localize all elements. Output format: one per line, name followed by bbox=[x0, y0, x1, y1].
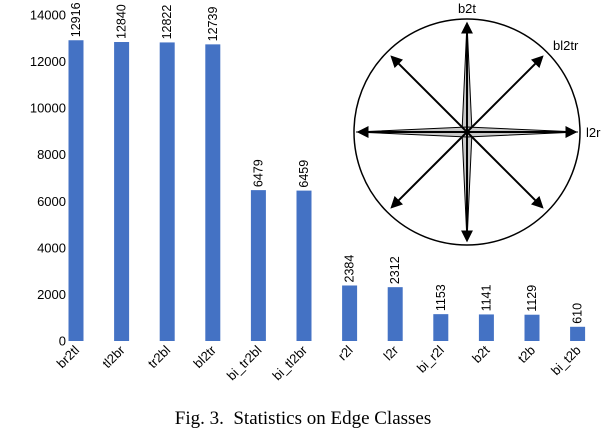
category-label: bl2tr bbox=[190, 342, 219, 371]
data-label: 12840 bbox=[115, 4, 129, 39]
category-label: r2l bbox=[335, 342, 356, 363]
direction-diagram: b2t bl2tr l2r bbox=[353, 1, 601, 246]
data-label: 6479 bbox=[251, 159, 265, 187]
y-tick-label: 0 bbox=[59, 334, 66, 349]
bar bbox=[524, 314, 540, 341]
y-tick-label: 2000 bbox=[37, 287, 66, 302]
data-label: 12739 bbox=[206, 7, 220, 42]
inset-label-top: b2t bbox=[458, 1, 476, 16]
bar bbox=[387, 287, 403, 341]
data-label: 1141 bbox=[479, 285, 493, 312]
category-label: bi_tr2bl bbox=[224, 342, 265, 383]
bar bbox=[570, 326, 586, 341]
category-label: bi_r2l bbox=[414, 342, 447, 375]
category-label: bi_t2b bbox=[548, 343, 584, 379]
bar bbox=[478, 314, 494, 341]
direction-arrow bbox=[390, 55, 468, 133]
bar bbox=[250, 190, 266, 341]
inset-label-right: l2r bbox=[586, 125, 601, 140]
category-label: t2b bbox=[515, 343, 538, 366]
bar bbox=[433, 314, 449, 341]
category-label: b2t bbox=[469, 342, 493, 366]
bar bbox=[159, 42, 175, 341]
y-tick-label: 8000 bbox=[37, 147, 66, 162]
category-label: bi_tl2br bbox=[269, 342, 310, 383]
data-label: 1129 bbox=[525, 285, 539, 312]
y-tick-label: 4000 bbox=[37, 240, 66, 255]
data-label: 610 bbox=[571, 303, 585, 324]
data-label: 6459 bbox=[297, 160, 311, 188]
data-label: 12916 bbox=[69, 2, 83, 37]
figure-caption: Fig. 3. Statistics on Edge Classes bbox=[174, 408, 432, 429]
inset-label-top-right: bl2tr bbox=[553, 38, 579, 53]
bar bbox=[114, 42, 130, 342]
direction-arrow bbox=[466, 55, 544, 133]
data-label: 2384 bbox=[343, 255, 357, 283]
data-label: 1153 bbox=[434, 284, 448, 311]
category-label: tr2bl bbox=[145, 342, 174, 371]
direction-arrow bbox=[466, 131, 544, 209]
bar bbox=[342, 285, 358, 341]
bar bbox=[296, 190, 312, 341]
category-label: tl2br bbox=[99, 342, 128, 371]
y-tick-label: 14000 bbox=[30, 8, 66, 23]
bar bbox=[68, 40, 84, 342]
y-axis: 0 2000 4000 6000 8000 10000 12000 14000 bbox=[30, 8, 66, 349]
direction-arrow bbox=[390, 131, 468, 209]
y-tick-label: 6000 bbox=[37, 194, 66, 209]
data-label: 12822 bbox=[160, 5, 174, 40]
category-label: l2r bbox=[380, 342, 401, 363]
direction-arrows bbox=[355, 21, 579, 243]
y-tick-label: 12000 bbox=[30, 54, 66, 69]
data-label: 2312 bbox=[388, 256, 402, 284]
y-tick-label: 10000 bbox=[30, 101, 66, 116]
bar bbox=[205, 44, 221, 342]
